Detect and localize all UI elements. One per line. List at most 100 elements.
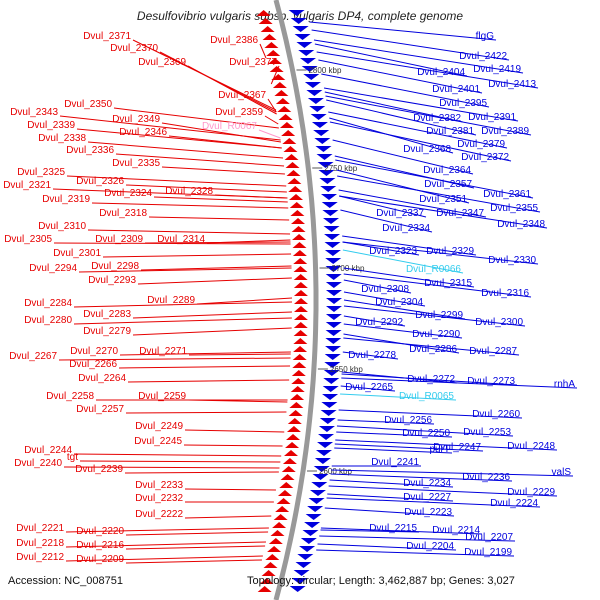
forward-gene-mark (256, 10, 271, 16)
gene-label: Dvul_R0067 (202, 121, 257, 132)
gene-label: Dvul_2245 (134, 436, 182, 447)
reverse-gene-mark (307, 506, 324, 512)
gene-label: Dvul_2315 (424, 278, 472, 289)
gene-leader-line (335, 439, 558, 451)
reverse-gene-mark (293, 570, 310, 576)
gene-label: Dvul_2233 (135, 480, 183, 491)
reverse-gene-mark (314, 458, 331, 464)
gene-leader-line (127, 379, 290, 383)
forward-gene-mark (258, 18, 273, 24)
gene-label: Dvul_2339 (27, 120, 75, 131)
gene-leader-line (314, 43, 468, 77)
gene-label: Dvul_2247 (433, 442, 481, 453)
gene-leader-line (161, 122, 281, 143)
forward-gene-mark (275, 98, 290, 104)
gene-leader-line (342, 241, 420, 256)
gene-label: Dvul_2283 (83, 309, 131, 320)
gene-label: Dvul_2278 (348, 350, 396, 361)
gene-label: Dvul_2377 (229, 57, 277, 68)
forward-gene-mark (286, 426, 301, 432)
gene-label: rnhA (554, 379, 575, 390)
gene-label: Dvul_2227 (403, 492, 451, 503)
gene-label: Dvul_2287 (469, 346, 517, 357)
gene-leader-line (187, 399, 288, 403)
gene-leader-line (327, 493, 454, 502)
reverse-gene-mark (325, 274, 342, 280)
gene-leader-line (329, 121, 512, 162)
gene-label: Dvul_2290 (412, 329, 460, 340)
forward-gene-mark (263, 562, 278, 568)
gene-leader-line (336, 431, 453, 438)
forward-gene-mark (285, 442, 300, 448)
gene-label: Dvul_2289 (147, 295, 195, 306)
gene-leader-line (125, 531, 269, 536)
reverse-gene-mark (315, 146, 332, 152)
gene-label: Dvul_2318 (99, 208, 147, 219)
forward-gene-mark (293, 322, 308, 328)
reverse-gene-mark (289, 586, 306, 592)
gene-leader-line (341, 377, 578, 389)
forward-gene-mark (257, 586, 272, 592)
forward-gene-mark (288, 186, 303, 192)
reverse-gene-mark (321, 202, 338, 208)
gene-leader-line (342, 235, 477, 256)
reverse-gene-mark (294, 34, 311, 40)
gene-leader-line (339, 195, 427, 218)
gene-label: Dvul_2310 (38, 221, 86, 232)
gene-label: Dvul_2319 (42, 194, 90, 205)
reverse-gene-mark (320, 410, 337, 416)
gene-leader-line (336, 169, 470, 204)
reverse-gene-mark (323, 370, 340, 376)
gene-label: Dvul_2314 (157, 234, 205, 245)
forward-gene-mark (293, 330, 308, 336)
gene-leader-line (58, 357, 291, 361)
gene-label: Dvul_2293 (88, 275, 136, 286)
gene-leader-line (342, 241, 539, 265)
gene-leader-line (330, 473, 513, 482)
forward-gene-mark (278, 114, 293, 120)
gene-leader-line (73, 453, 282, 457)
gene-leader-line (318, 59, 483, 94)
gene-label: Dvul_2364 (423, 165, 471, 176)
forward-gene-mark (291, 218, 306, 224)
gene-label: Dvul_2215 (369, 523, 417, 534)
reverse-gene-mark (306, 90, 323, 96)
gene-leader-line (325, 95, 532, 136)
gene-leader-line (342, 351, 399, 360)
gene-label: Dvul_2271 (139, 346, 187, 357)
reverse-gene-mark (302, 530, 319, 536)
gene-label: Dvul_2348 (497, 219, 545, 230)
gene-label: Dvul_2304 (375, 297, 423, 308)
forward-gene-mark (293, 282, 308, 288)
gene-label: Dvul_R0066 (406, 264, 461, 275)
reverse-gene-mark (325, 306, 342, 312)
reverse-gene-mark (316, 154, 333, 160)
gene-label: Dvul_2330 (488, 255, 536, 266)
gene-leader-line (65, 541, 266, 548)
gene-label: Dvul_2216 (76, 540, 124, 551)
kbp-label: 2600 kbp (319, 467, 352, 476)
gene-leader-line (270, 65, 280, 85)
forward-gene-mark (267, 546, 282, 552)
forward-gene-mark (292, 242, 307, 248)
forward-gene-mark (293, 274, 308, 280)
reverse-gene-mark (311, 482, 328, 488)
gene-leader-line (113, 107, 279, 129)
gene-leader-line (196, 297, 293, 305)
gene-label: Dvul_2299 (415, 310, 463, 321)
forward-gene-mark (277, 490, 292, 496)
gene-label: Dvul_2326 (76, 176, 124, 187)
gene-leader-line (340, 393, 457, 401)
gene-label: Dvul_2257 (76, 404, 124, 415)
gene-leader-line (148, 216, 290, 221)
reverse-gene-mark (318, 170, 335, 176)
gene-label: Dvul_2250 (402, 428, 450, 439)
forward-gene-mark (287, 418, 302, 424)
reverse-gene-mark (291, 578, 308, 584)
right-gene-leaders (309, 21, 578, 557)
gene-leader-line (329, 479, 454, 488)
gene-label: Dvul_2381 (426, 126, 474, 137)
forward-gene-mark (290, 210, 305, 216)
gene-leader-line (341, 373, 518, 386)
reverse-gene-mark (310, 114, 327, 120)
